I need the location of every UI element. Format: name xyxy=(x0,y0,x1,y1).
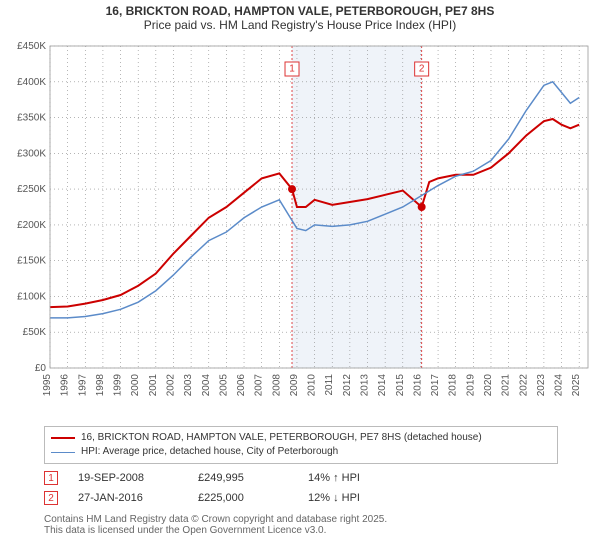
x-tick-label: 2022 xyxy=(518,374,529,397)
x-tick-label: 2023 xyxy=(536,374,547,397)
x-tick-label: 2009 xyxy=(289,374,300,397)
chart-title: 16, BRICKTON ROAD, HAMPTON VALE, PETERBO… xyxy=(0,0,600,34)
sale-row: 2 27-JAN-2016 £225,000 12% ↓ HPI xyxy=(44,488,398,508)
sale-row: 1 19-SEP-2008 £249,995 14% ↑ HPI xyxy=(44,468,398,488)
footer-line-1: Contains HM Land Registry data © Crown c… xyxy=(44,514,387,525)
x-tick-label: 2011 xyxy=(324,374,335,396)
x-tick-label: 2003 xyxy=(183,374,194,397)
x-tick-label: 2014 xyxy=(377,374,388,397)
sale-marker: 1 xyxy=(44,471,58,485)
x-tick-label: 2020 xyxy=(483,374,494,397)
sale-marker-label: 1 xyxy=(289,64,295,75)
x-tick-label: 2024 xyxy=(554,374,565,397)
x-tick-label: 2025 xyxy=(571,374,582,397)
x-tick-label: 2015 xyxy=(395,374,406,397)
sales-table: 1 19-SEP-2008 £249,995 14% ↑ HPI 2 27-JAN-201… xyxy=(44,468,398,508)
x-tick-label: 1997 xyxy=(77,374,88,397)
x-tick-label: 2002 xyxy=(165,374,176,397)
x-tick-label: 1996 xyxy=(60,374,71,397)
title-line-2: Price paid vs. HM Land Registry's House … xyxy=(0,18,600,32)
sale-date: 19-SEP-2008 xyxy=(78,472,178,484)
x-tick-label: 2000 xyxy=(130,374,141,397)
sale-dot xyxy=(288,185,296,193)
x-tick-label: 1999 xyxy=(113,374,124,397)
x-tick-label: 2017 xyxy=(430,374,441,397)
sale-marker-label: 2 xyxy=(419,64,425,75)
footer-attribution: Contains HM Land Registry data © Crown c… xyxy=(44,514,387,536)
x-tick-label: 2004 xyxy=(201,374,212,397)
y-tick-label: £150K xyxy=(17,256,46,267)
x-tick-label: 2001 xyxy=(148,374,159,397)
y-tick-label: £350K xyxy=(17,113,46,124)
legend-row: 16, BRICKTON ROAD, HAMPTON VALE, PETERBO… xyxy=(51,431,551,445)
legend-label: HPI: Average price, detached house, City… xyxy=(81,445,338,459)
x-tick-label: 2019 xyxy=(465,374,476,397)
x-tick-label: 1995 xyxy=(42,374,53,397)
y-tick-label: £450K xyxy=(17,41,46,52)
y-tick-label: £50K xyxy=(23,327,47,338)
x-tick-label: 2006 xyxy=(236,374,247,397)
x-tick-label: 2012 xyxy=(342,374,353,397)
x-tick-label: 2013 xyxy=(360,374,371,397)
y-tick-label: £100K xyxy=(17,291,46,302)
y-tick-label: £250K xyxy=(17,184,46,195)
x-tick-label: 2008 xyxy=(271,374,282,397)
x-tick-label: 2016 xyxy=(412,374,423,397)
y-tick-label: £0 xyxy=(35,363,47,374)
legend-row: HPI: Average price, detached house, City… xyxy=(51,445,551,459)
y-tick-label: £200K xyxy=(17,220,46,231)
x-tick-label: 2007 xyxy=(254,374,265,397)
x-tick-label: 2010 xyxy=(307,374,318,397)
title-line-1: 16, BRICKTON ROAD, HAMPTON VALE, PETERBO… xyxy=(0,4,600,18)
y-tick-label: £400K xyxy=(17,77,46,88)
sale-date: 27-JAN-2016 xyxy=(78,492,178,504)
legend-swatch xyxy=(51,452,75,453)
x-tick-label: 2005 xyxy=(218,374,229,397)
legend: 16, BRICKTON ROAD, HAMPTON VALE, PETERBO… xyxy=(44,426,558,464)
x-tick-label: 2021 xyxy=(501,374,512,397)
chart-area: £0 £50K £100K £150K £200K £250K £300K £350K £400… xyxy=(0,38,600,418)
x-tick-label: 2018 xyxy=(448,374,459,397)
x-tick-label: 1998 xyxy=(95,374,106,397)
y-tick-label: £300K xyxy=(17,148,46,159)
legend-swatch xyxy=(51,437,75,439)
sale-price: £225,000 xyxy=(198,492,288,504)
line-chart: £0 £50K £100K £150K £200K £250K £300K £350K £400… xyxy=(0,38,600,418)
sale-delta: 12% ↓ HPI xyxy=(308,492,398,504)
sale-dot xyxy=(418,203,426,211)
legend-label: 16, BRICKTON ROAD, HAMPTON VALE, PETERBO… xyxy=(81,431,482,445)
sale-marker: 2 xyxy=(44,491,58,505)
sale-price: £249,995 xyxy=(198,472,288,484)
footer-line-2: This data is licensed under the Open Gov… xyxy=(44,525,387,536)
sale-delta: 14% ↑ HPI xyxy=(308,472,398,484)
